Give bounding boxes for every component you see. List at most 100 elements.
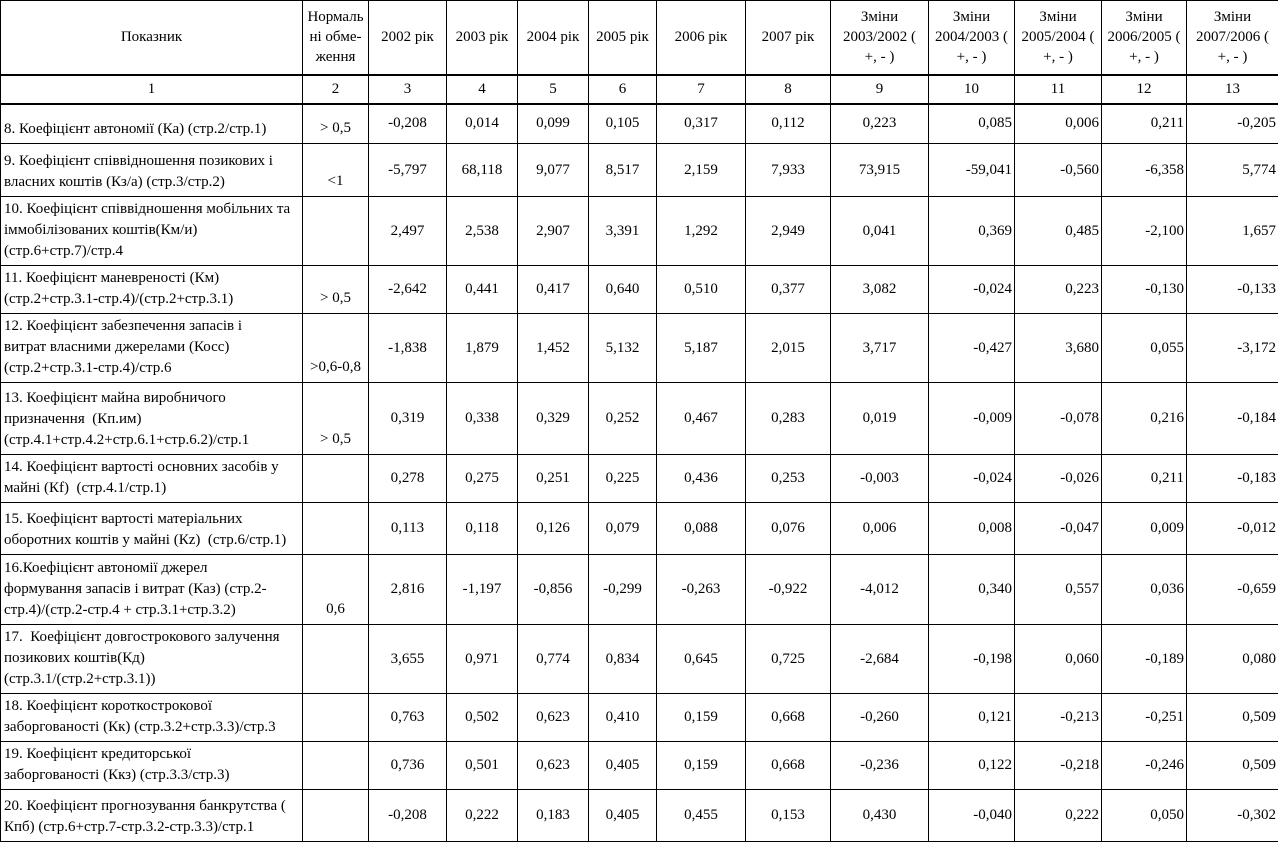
value-cell: 0,623 bbox=[518, 694, 589, 742]
column-number-cell: 2 bbox=[303, 75, 369, 104]
value-cell: 9,077 bbox=[518, 144, 589, 197]
indicator-cell: 8. Коефіцієнт автономії (Ка) (стр.2/стр.… bbox=[1, 104, 303, 144]
table-row: 8. Коефіцієнт автономії (Ка) (стр.2/стр.… bbox=[1, 104, 1278, 144]
value-cell: 68,118 bbox=[447, 144, 518, 197]
value-cell: 0,369 bbox=[929, 197, 1015, 266]
table-row: 11. Коефіцієнт маневреності (Км) (стр.2+… bbox=[1, 266, 1278, 314]
value-cell: 5,132 bbox=[589, 314, 657, 383]
indicator-cell: 20. Коефіцієнт прогнозування банкрутства… bbox=[1, 790, 303, 842]
value-cell: 0,410 bbox=[589, 694, 657, 742]
value-cell: 0,774 bbox=[518, 625, 589, 694]
value-cell: 0,623 bbox=[518, 742, 589, 790]
value-cell: 8,517 bbox=[589, 144, 657, 197]
value-cell: -0,026 bbox=[1015, 455, 1102, 503]
value-cell: 0,112 bbox=[746, 104, 831, 144]
value-cell: 0,502 bbox=[447, 694, 518, 742]
value-cell: -0,302 bbox=[1187, 790, 1278, 842]
value-cell: -0,183 bbox=[1187, 455, 1278, 503]
value-cell: -0,198 bbox=[929, 625, 1015, 694]
value-cell: -0,299 bbox=[589, 555, 657, 625]
value-cell: -0,922 bbox=[746, 555, 831, 625]
value-cell: 0,278 bbox=[369, 455, 447, 503]
value-cell: 0,251 bbox=[518, 455, 589, 503]
value-cell: 0,008 bbox=[929, 503, 1015, 555]
table-row: 19. Коефіцієнт кредиторської заборговано… bbox=[1, 742, 1278, 790]
table-row: 12. Коефіцієнт забезпечення запасів і ви… bbox=[1, 314, 1278, 383]
indicator-cell: 9. Коефіцієнт співвідношення позикових і… bbox=[1, 144, 303, 197]
value-cell: 0,645 bbox=[657, 625, 746, 694]
value-cell: 2,949 bbox=[746, 197, 831, 266]
column-number-cell: 12 bbox=[1102, 75, 1187, 104]
value-cell: 2,015 bbox=[746, 314, 831, 383]
value-cell: 0,183 bbox=[518, 790, 589, 842]
value-cell: 2,497 bbox=[369, 197, 447, 266]
value-cell: -1,197 bbox=[447, 555, 518, 625]
value-cell: -0,009 bbox=[929, 383, 1015, 455]
value-cell: 0,405 bbox=[589, 742, 657, 790]
column-number-cell: 10 bbox=[929, 75, 1015, 104]
value-cell: 1,657 bbox=[1187, 197, 1278, 266]
norm-limit-cell bbox=[303, 694, 369, 742]
value-cell: 0,319 bbox=[369, 383, 447, 455]
value-cell: 0,509 bbox=[1187, 742, 1278, 790]
value-cell: -59,041 bbox=[929, 144, 1015, 197]
value-cell: 0,971 bbox=[447, 625, 518, 694]
value-cell: -0,040 bbox=[929, 790, 1015, 842]
value-cell: 0,405 bbox=[589, 790, 657, 842]
norm-limit-cell bbox=[303, 625, 369, 694]
value-cell: 0,014 bbox=[447, 104, 518, 144]
column-number-cell: 8 bbox=[746, 75, 831, 104]
value-cell: 0,159 bbox=[657, 742, 746, 790]
value-cell: 0,668 bbox=[746, 742, 831, 790]
value-cell: 0,055 bbox=[1102, 314, 1187, 383]
table-row: 10. Коефіцієнт співвідношення мобільних … bbox=[1, 197, 1278, 266]
indicator-cell: 10. Коефіцієнт співвідношення мобільних … bbox=[1, 197, 303, 266]
value-cell: -0,012 bbox=[1187, 503, 1278, 555]
value-cell: 1,452 bbox=[518, 314, 589, 383]
value-cell: -0,263 bbox=[657, 555, 746, 625]
value-cell: 0,834 bbox=[589, 625, 657, 694]
column-number-cell: 13 bbox=[1187, 75, 1278, 104]
value-cell: 0,501 bbox=[447, 742, 518, 790]
value-cell: -0,184 bbox=[1187, 383, 1278, 455]
value-cell: 0,223 bbox=[1015, 266, 1102, 314]
value-cell: 0,417 bbox=[518, 266, 589, 314]
column-number-cell: 9 bbox=[831, 75, 929, 104]
table-header-row: Показник Нормаль ні обме- ження 2002 рік… bbox=[1, 1, 1278, 75]
value-cell: 3,391 bbox=[589, 197, 657, 266]
header-change-2005-2004: Зміни 2005/2004 ( +, - ) bbox=[1015, 1, 1102, 75]
value-cell: 0,076 bbox=[746, 503, 831, 555]
value-cell: 0,222 bbox=[1015, 790, 1102, 842]
norm-limit-cell bbox=[303, 742, 369, 790]
value-cell: 0,430 bbox=[831, 790, 929, 842]
value-cell: 0,736 bbox=[369, 742, 447, 790]
value-cell: -0,560 bbox=[1015, 144, 1102, 197]
header-change-2006-2005: Зміни 2006/2005 ( +, - ) bbox=[1102, 1, 1187, 75]
value-cell: -2,100 bbox=[1102, 197, 1187, 266]
header-year-2004: 2004 рік bbox=[518, 1, 589, 75]
value-cell: 1,879 bbox=[447, 314, 518, 383]
value-cell: 0,105 bbox=[589, 104, 657, 144]
value-cell: 0,088 bbox=[657, 503, 746, 555]
value-cell: 0,252 bbox=[589, 383, 657, 455]
value-cell: 0,121 bbox=[929, 694, 1015, 742]
value-cell: -1,838 bbox=[369, 314, 447, 383]
value-cell: 0,036 bbox=[1102, 555, 1187, 625]
value-cell: -0,659 bbox=[1187, 555, 1278, 625]
value-cell: 0,085 bbox=[929, 104, 1015, 144]
norm-limit-cell: <1 bbox=[303, 144, 369, 197]
value-cell: 0,009 bbox=[1102, 503, 1187, 555]
value-cell: 0,485 bbox=[1015, 197, 1102, 266]
value-cell: 0,211 bbox=[1102, 455, 1187, 503]
table-row: 17. Коефіцієнт довгострокового залучення… bbox=[1, 625, 1278, 694]
value-cell: -4,012 bbox=[831, 555, 929, 625]
table-row: 15. Коефіцієнт вартості матеріальних обо… bbox=[1, 503, 1278, 555]
value-cell: -2,684 bbox=[831, 625, 929, 694]
value-cell: 0,159 bbox=[657, 694, 746, 742]
norm-limit-cell: > 0,5 bbox=[303, 104, 369, 144]
value-cell: 0,467 bbox=[657, 383, 746, 455]
value-cell: -0,078 bbox=[1015, 383, 1102, 455]
value-cell: 0,338 bbox=[447, 383, 518, 455]
value-cell: 0,557 bbox=[1015, 555, 1102, 625]
value-cell: -0,189 bbox=[1102, 625, 1187, 694]
